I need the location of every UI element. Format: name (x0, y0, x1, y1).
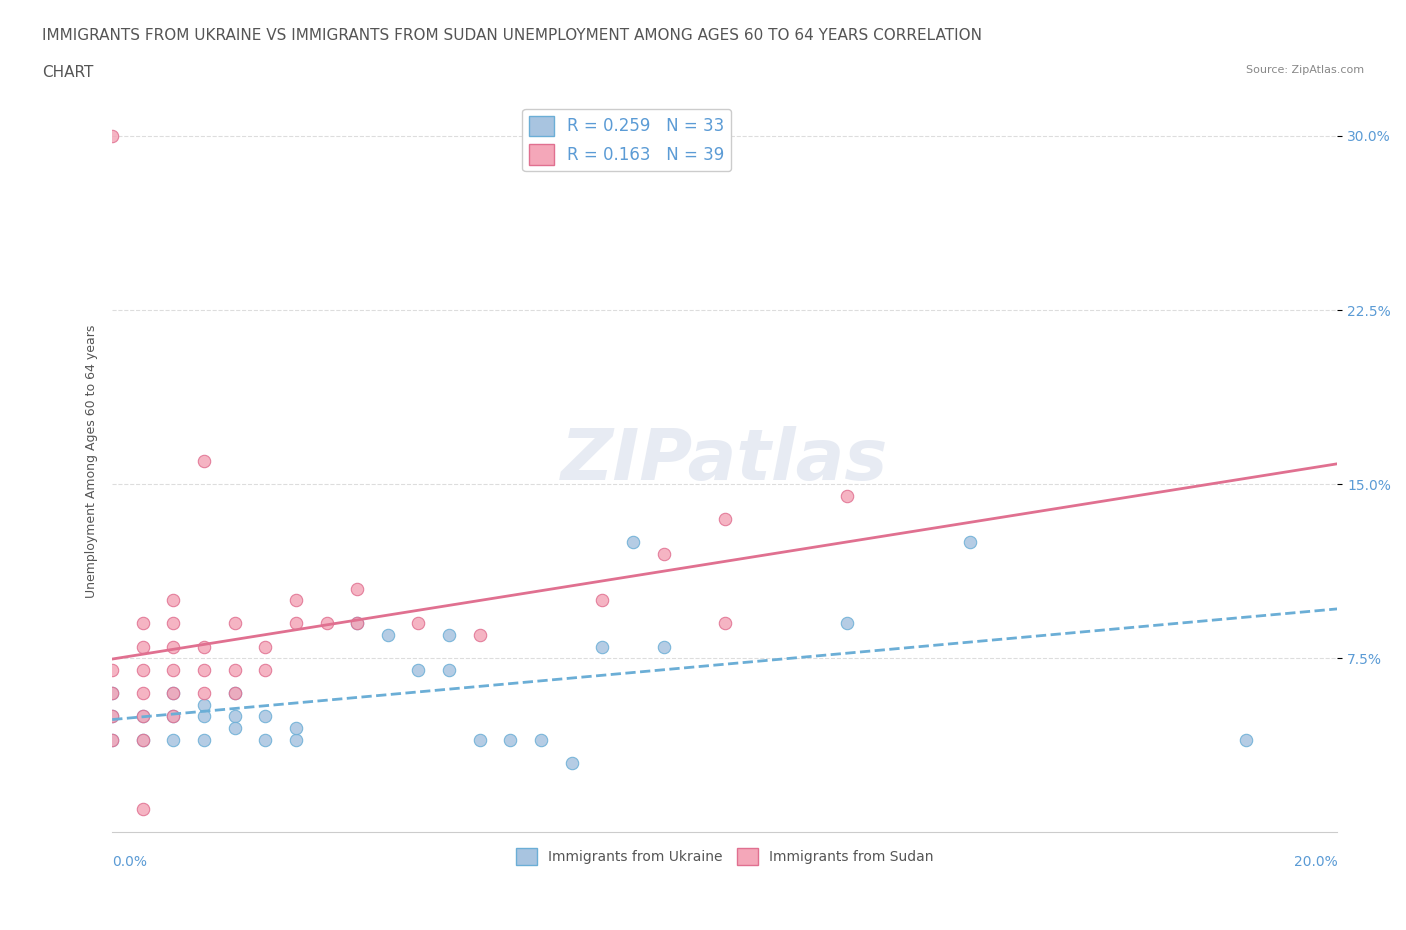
Legend: Immigrants from Ukraine, Immigrants from Sudan: Immigrants from Ukraine, Immigrants from… (510, 842, 939, 870)
Point (621, 535, 644, 550)
Point (132, 732, 155, 747)
Point (193, 685, 215, 700)
Text: ZIPatlas: ZIPatlas (561, 427, 889, 496)
Point (224, 616, 246, 631)
Point (193, 454, 215, 469)
Point (132, 639, 155, 654)
Point (346, 581, 368, 596)
Point (193, 662, 215, 677)
Point (959, 535, 981, 550)
Point (224, 685, 246, 700)
Point (132, 685, 155, 700)
Point (101, 732, 124, 747)
Point (193, 732, 215, 747)
Point (652, 547, 675, 562)
Point (285, 592, 308, 607)
Point (468, 732, 491, 747)
Point (315, 616, 337, 631)
Point (132, 709, 155, 724)
Point (132, 662, 155, 677)
Point (591, 592, 613, 607)
Point (162, 709, 184, 724)
Text: CHART: CHART (42, 65, 94, 80)
Point (591, 639, 613, 654)
Point (530, 732, 553, 747)
Point (101, 685, 124, 700)
Text: IMMIGRANTS FROM UKRAINE VS IMMIGRANTS FROM SUDAN UNEMPLOYMENT AMONG AGES 60 TO 6: IMMIGRANTS FROM UKRAINE VS IMMIGRANTS FR… (42, 28, 983, 43)
Point (132, 709, 155, 724)
Point (408, 616, 430, 631)
Point (162, 592, 184, 607)
Point (162, 685, 184, 700)
Point (254, 709, 277, 724)
Point (132, 732, 155, 747)
Point (162, 639, 184, 654)
Point (499, 732, 522, 747)
Point (837, 488, 859, 503)
Point (285, 732, 308, 747)
Point (254, 662, 277, 677)
Point (408, 662, 430, 677)
Point (193, 698, 215, 712)
Text: Source: ZipAtlas.com: Source: ZipAtlas.com (1246, 65, 1364, 75)
Point (101, 732, 124, 747)
Text: 0.0%: 0.0% (112, 855, 148, 869)
Point (162, 662, 184, 677)
Point (254, 732, 277, 747)
Point (377, 628, 399, 643)
Point (101, 709, 124, 724)
Point (101, 128, 124, 143)
Point (162, 685, 184, 700)
Point (162, 709, 184, 724)
Point (346, 616, 368, 631)
Point (437, 628, 460, 643)
Point (285, 721, 308, 736)
Point (224, 709, 246, 724)
Point (101, 709, 124, 724)
Point (254, 639, 277, 654)
Point (224, 662, 246, 677)
Point (346, 616, 368, 631)
Point (101, 685, 124, 700)
Point (132, 802, 155, 817)
Point (714, 512, 737, 526)
Point (193, 639, 215, 654)
Point (561, 755, 583, 770)
Point (1234, 732, 1257, 747)
Point (652, 639, 675, 654)
Point (224, 685, 246, 700)
Point (837, 616, 859, 631)
Point (437, 662, 460, 677)
Point (285, 616, 308, 631)
Point (468, 628, 491, 643)
Point (193, 709, 215, 724)
Text: 20.0%: 20.0% (1294, 855, 1337, 869)
Point (101, 662, 124, 677)
Point (162, 732, 184, 747)
Point (224, 721, 246, 736)
Y-axis label: Unemployment Among Ages 60 to 64 years: Unemployment Among Ages 60 to 64 years (86, 325, 98, 598)
Point (132, 616, 155, 631)
Point (162, 616, 184, 631)
Point (714, 616, 737, 631)
